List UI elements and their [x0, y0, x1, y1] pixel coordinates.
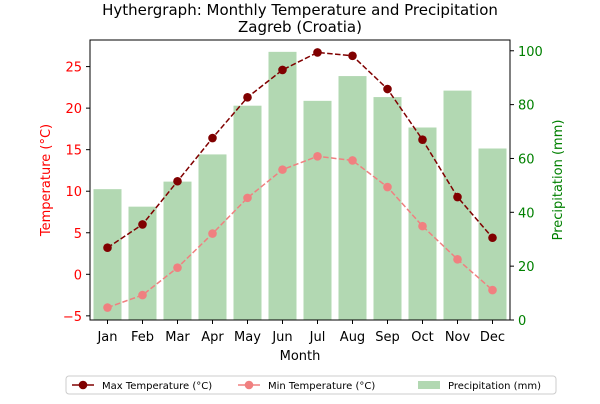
x-tick-label-dec: Dec: [480, 330, 505, 345]
y-right-tick-label: 20: [518, 260, 535, 275]
max-temp-point-apr: [208, 133, 217, 143]
x-tick-label-oct: Oct: [411, 330, 433, 345]
min-temp-point-dec: [488, 285, 497, 295]
y-right-tick-label: 40: [518, 206, 535, 221]
legend-max-temp-marker: [78, 380, 88, 390]
precipitation-bar-jul: [303, 100, 332, 320]
y-left-tick-label: 10: [65, 185, 82, 200]
min-temp-point-feb: [138, 290, 147, 300]
y-left-tick-label: 20: [65, 102, 82, 117]
precipitation-bar-aug: [338, 76, 367, 320]
min-temp-point-jul: [313, 152, 322, 161]
precipitation-bar-jan: [93, 189, 122, 320]
y-right-tick-label: 0: [518, 314, 526, 329]
max-temp-point-jan: [103, 243, 112, 253]
max-temp-point-aug: [348, 51, 357, 61]
legend-max-temp-label: Max Temperature (°C): [102, 381, 212, 392]
max-temp-point-sep: [383, 84, 392, 94]
max-temp-point-jul: [313, 48, 322, 57]
x-tick-label-jan: Jan: [96, 330, 117, 345]
legend: Max Temperature (°C) Min Temperature (°C)…: [65, 375, 557, 395]
precipitation-bar-jun: [268, 51, 297, 320]
x-tick-label-mar: Mar: [165, 330, 190, 345]
axes: Jan Feb Mar Apr May Jun Jul Aug Sep Oct Nov Dec −5 0 5…: [63, 39, 543, 345]
min-temp-point-jan: [103, 303, 112, 312]
y-axis-right-label: Precipitation (mm): [551, 120, 566, 241]
precipitation-bar-nov: [443, 90, 472, 320]
y-left-tick-label: 25: [65, 61, 82, 76]
temperature-lines: [103, 48, 497, 312]
chart-title-line1: Hythergraph: Monthly Temperature and Pre…: [102, 1, 498, 19]
precipitation-bars: [93, 51, 507, 320]
legend-box: [65, 375, 557, 395]
x-tick-label-may: May: [234, 330, 261, 345]
precipitation-bar-mar: [163, 181, 192, 320]
y-right-tick-label: 100: [518, 45, 543, 60]
min-temp-line: [107, 155, 493, 309]
y-left-tick-label: −5: [63, 310, 82, 325]
chart-title-line2: Zagreb (Croatia): [238, 18, 362, 36]
y-axis-left-label: Temperature (°C): [39, 124, 54, 237]
max-temp-point-mar: [173, 176, 182, 186]
x-tick-label-feb: Feb: [131, 330, 154, 345]
plot-frame: [89, 39, 511, 321]
min-temp-point-mar: [173, 263, 182, 272]
max-temp-point-may: [243, 93, 252, 102]
min-temp-point-nov: [453, 255, 462, 264]
y-left-tick-label: 15: [65, 144, 82, 159]
legend-precipitation-swatch: [418, 381, 440, 389]
min-temp-point-may: [243, 193, 252, 203]
max-temp-line: [107, 51, 494, 249]
x-tick-label-apr: Apr: [201, 330, 224, 345]
precipitation-bar-may: [233, 105, 262, 320]
max-temp-point-dec: [488, 233, 497, 243]
min-temp-point-apr: [208, 229, 217, 238]
min-temp-point-jun: [278, 165, 287, 174]
x-tick-label-sep: Sep: [375, 330, 400, 345]
legend-min-temp-label: Min Temperature (°C): [268, 381, 375, 392]
precipitation-bar-sep: [373, 97, 402, 320]
min-temp-point-oct: [418, 221, 427, 231]
x-tick-label-nov: Nov: [445, 330, 471, 345]
legend-precipitation-label: Precipitation (mm): [448, 381, 541, 392]
max-temp-point-jun: [278, 65, 287, 75]
min-temp-point-aug: [348, 156, 357, 165]
x-tick-label-jun: Jun: [271, 330, 292, 345]
x-tick-label-aug: Aug: [340, 330, 365, 345]
legend-min-temp-marker: [244, 380, 254, 390]
max-temp-point-feb: [138, 220, 147, 229]
x-axis-label: Month: [280, 349, 321, 364]
max-temp-point-nov: [453, 192, 462, 202]
x-tick-label-jul: Jul: [309, 330, 326, 345]
min-temp-point-sep: [383, 182, 392, 192]
y-right-tick-label: 60: [518, 152, 535, 167]
y-left-tick-label: 5: [74, 227, 82, 242]
y-left-tick-label: 0: [74, 268, 82, 283]
max-temp-point-oct: [418, 135, 427, 145]
y-right-tick-label: 80: [518, 99, 535, 114]
